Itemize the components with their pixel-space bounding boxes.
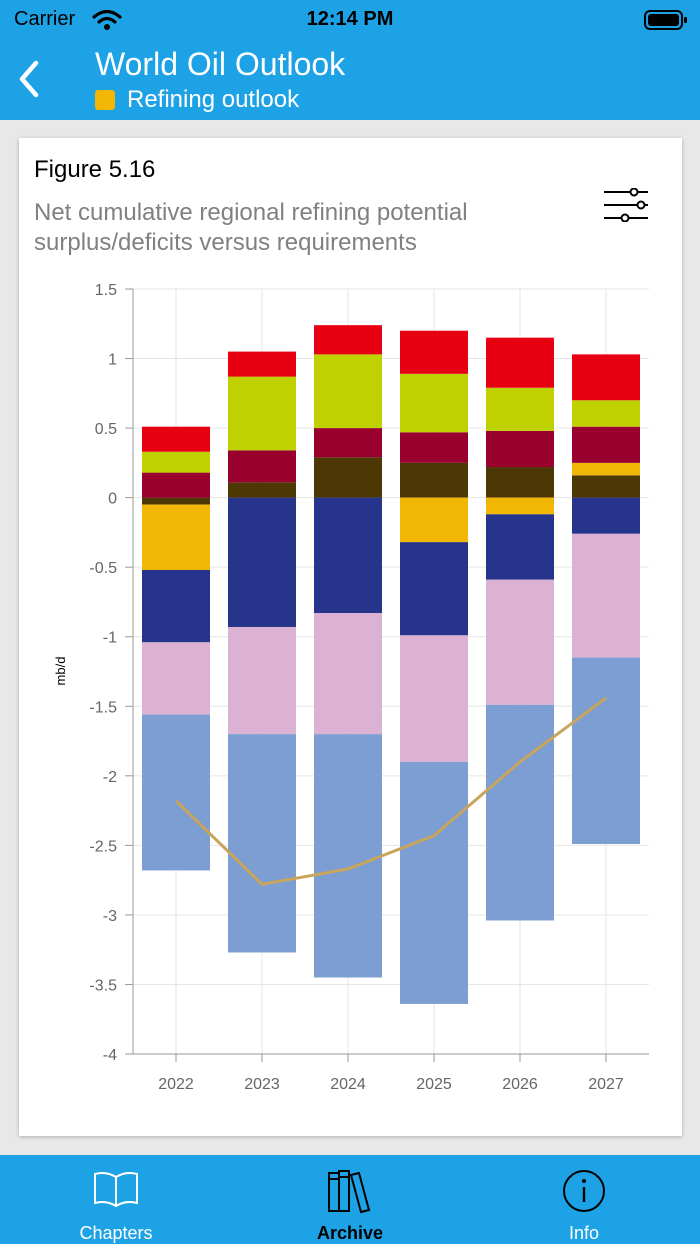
tab-bar: Chapters Archive Info xyxy=(0,1155,700,1244)
clock-label: 12:14 PM xyxy=(306,8,394,30)
bar-segment-series-navy xyxy=(314,497,382,614)
tab-chapters[interactable]: Chapters xyxy=(26,1155,206,1244)
y-axis-title: mb/d xyxy=(53,657,68,686)
bar-segment-series-maroon xyxy=(314,428,382,458)
y-tick-label: -3 xyxy=(103,908,117,925)
y-tick-label: 1 xyxy=(108,352,117,369)
section-color-swatch xyxy=(95,90,115,110)
bar-segment-series-dark-olive xyxy=(314,457,382,498)
bar-segment-series-red xyxy=(572,354,640,401)
y-tick-label: 0.5 xyxy=(95,421,117,438)
bar-segment-series-navy xyxy=(486,514,554,580)
bar-segment-series-orange xyxy=(142,504,210,570)
bar-segment-series-pink xyxy=(228,626,296,735)
refining-chart: 1.5 1 0.5 0 -0.5 -1 -1.5 -2 -2.5 -3 -3.5 -4 2022 2023… xyxy=(53,282,649,1093)
y-tick-label: -3.5 xyxy=(89,977,117,994)
bar-segment-series-pink xyxy=(400,635,468,762)
requirements-line xyxy=(174,696,607,886)
y-tick-label: -4 xyxy=(103,1047,117,1064)
y-tick-label: -2.5 xyxy=(89,838,117,855)
x-tick-label: 2026 xyxy=(502,1076,538,1093)
page-title: World Oil Outlook xyxy=(95,46,346,82)
bar-segment-series-lime xyxy=(486,387,554,431)
filter-sliders-icon[interactable] xyxy=(603,188,649,222)
x-tick-label: 2025 xyxy=(416,1076,452,1093)
bar-segment-series-navy xyxy=(572,497,640,534)
bar-segment-series-red xyxy=(486,337,554,388)
books-icon xyxy=(328,1170,371,1214)
bar-segment-series-maroon xyxy=(400,432,468,463)
figure-description: Net cumulative regional refining potenti… xyxy=(34,199,468,256)
bar-segment-series-red xyxy=(400,330,468,374)
x-tick-label: 2023 xyxy=(244,1076,280,1093)
x-tick-label: 2024 xyxy=(330,1076,366,1093)
status-bar: Carrier 12:14 PM xyxy=(0,0,700,40)
bar-segment-series-light-blue xyxy=(400,761,468,1004)
bar-segment-series-navy xyxy=(142,569,210,643)
bar-segment-series-light-blue xyxy=(228,734,296,953)
bar-segment-series-orange xyxy=(572,462,640,476)
bar-segment-series-maroon xyxy=(228,450,296,483)
bar-segment-series-navy xyxy=(400,542,468,636)
bar-segment-series-maroon xyxy=(486,430,554,468)
bar-segment-series-dark-olive xyxy=(400,462,468,498)
bar-segment-series-dark-olive xyxy=(228,482,296,498)
bar-segment-series-pink xyxy=(486,579,554,705)
bar-segment-series-pink xyxy=(142,642,210,715)
x-tick-label: 2027 xyxy=(588,1076,624,1093)
bar-segment-series-red xyxy=(228,351,296,377)
figure-number: Figure 5.16 xyxy=(34,156,156,183)
y-tick-label: -1.5 xyxy=(89,699,117,716)
tab-info-label: Info xyxy=(568,1223,600,1243)
section-subtitle-label: Refining outlook xyxy=(127,86,300,113)
y-tick-label: -2 xyxy=(103,769,117,786)
back-chevron-icon[interactable] xyxy=(14,58,44,100)
y-tick-label: 0 xyxy=(108,491,117,508)
y-tick-label: 1.5 xyxy=(95,282,117,299)
bar-segment-series-dark-olive xyxy=(486,467,554,498)
bar-segment-series-lime xyxy=(314,354,382,429)
book-open-icon xyxy=(94,1172,138,1208)
bar-segment-series-light-blue xyxy=(572,657,640,844)
bar-segment-series-lime xyxy=(228,376,296,451)
info-circle-icon xyxy=(563,1170,605,1212)
bar-segment-series-orange xyxy=(486,497,554,515)
bar-segment-series-dark-olive xyxy=(572,475,640,498)
bar-segment-series-red xyxy=(142,426,210,452)
bar-segment-series-light-blue xyxy=(486,704,554,921)
section-subtitle: Refining outlook xyxy=(95,86,299,114)
carrier-label: Carrier xyxy=(14,8,76,30)
x-tick-label: 2022 xyxy=(158,1076,194,1093)
nav-bar: World Oil Outlook Refining outlook xyxy=(0,40,700,120)
battery-icon xyxy=(644,10,687,30)
y-tick-label: -1 xyxy=(103,630,117,647)
bar-segment-series-pink xyxy=(572,533,640,658)
wifi-icon xyxy=(92,9,122,30)
tab-info[interactable]: Info xyxy=(494,1155,674,1244)
bar-segment-series-red xyxy=(314,325,382,355)
bar-segment-series-lime xyxy=(400,373,468,433)
bar-segment-series-maroon xyxy=(142,472,210,498)
y-tick-label: -0.5 xyxy=(89,560,117,577)
bar-segment-series-lime xyxy=(572,400,640,427)
bar-segment-series-dark-olive xyxy=(142,497,210,505)
tab-chapters-label: Chapters xyxy=(79,1223,153,1243)
tab-archive-label: Archive xyxy=(316,1223,384,1243)
bar-segment-series-light-blue xyxy=(142,714,210,871)
bar-segment-series-light-blue xyxy=(314,734,382,978)
bar-segment-series-maroon xyxy=(572,426,640,463)
bar-segment-series-orange xyxy=(400,497,468,543)
bar-segment-series-pink xyxy=(314,613,382,735)
bar-segment-series-navy xyxy=(228,497,296,627)
tab-archive[interactable]: Archive xyxy=(260,1155,440,1244)
bar-segment-series-lime xyxy=(142,451,210,473)
figure-card: Figure 5.16 Net cumulative regional refi… xyxy=(19,138,682,1136)
